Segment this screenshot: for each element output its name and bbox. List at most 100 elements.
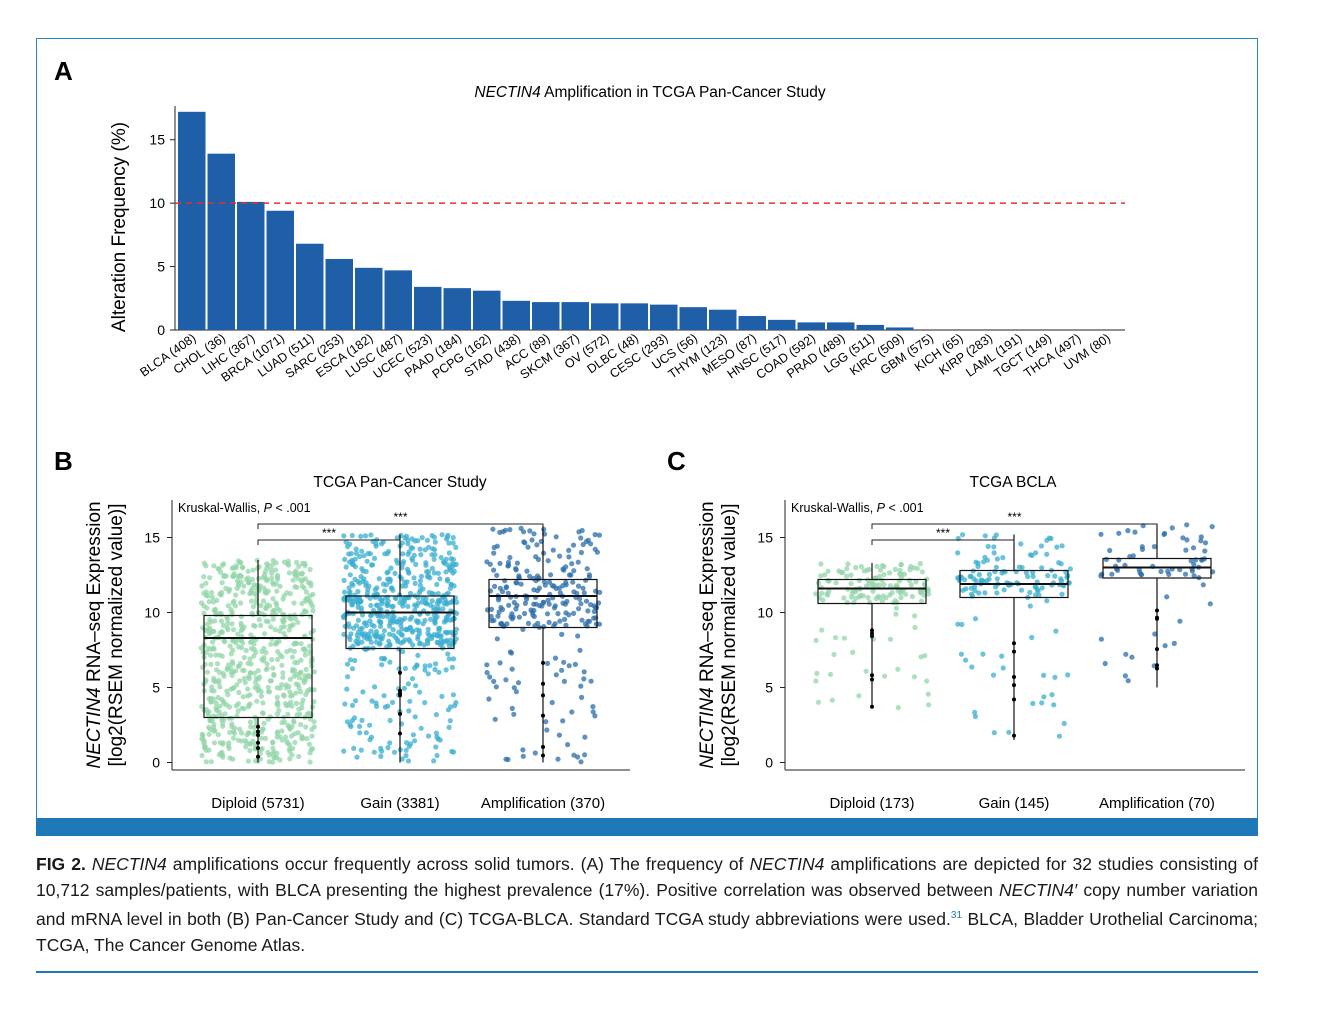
data-point — [225, 662, 232, 668]
data-point — [496, 597, 502, 603]
data-point — [566, 612, 572, 618]
data-point — [1103, 556, 1109, 563]
data-point — [223, 573, 229, 579]
outlier-point — [1155, 666, 1159, 671]
data-point — [220, 754, 226, 760]
data-point — [288, 623, 295, 629]
data-point — [549, 699, 555, 706]
data-point — [419, 535, 425, 541]
box — [345, 595, 455, 650]
data-point — [418, 552, 424, 558]
data-point — [203, 580, 209, 586]
data-point — [418, 725, 424, 731]
data-point — [405, 681, 411, 687]
x-tick-label: Gain (3381) — [360, 795, 439, 812]
data-point — [1109, 571, 1115, 577]
data-point — [579, 617, 585, 623]
data-point — [415, 636, 421, 642]
data-point — [400, 649, 406, 655]
data-point — [417, 546, 423, 552]
data-point — [525, 544, 531, 550]
data-point — [411, 602, 418, 608]
caption-reference: 31 — [950, 910, 963, 921]
data-point — [258, 693, 264, 699]
data-point — [400, 603, 406, 609]
data-point — [247, 747, 253, 754]
data-point — [527, 573, 533, 580]
data-point — [448, 637, 454, 643]
data-point — [911, 674, 918, 680]
outlier-point — [870, 673, 874, 678]
data-point — [590, 704, 596, 710]
data-point — [343, 564, 349, 570]
data-point — [213, 652, 219, 658]
data-point — [276, 707, 282, 714]
data-point — [850, 588, 856, 594]
data-point — [405, 758, 412, 764]
data-point — [236, 689, 242, 696]
data-point — [219, 629, 225, 635]
data-point — [844, 599, 851, 606]
outlier-point — [1155, 663, 1159, 668]
data-point — [296, 753, 302, 760]
data-point — [993, 532, 999, 538]
data-point — [272, 754, 278, 760]
stat-p: P — [877, 501, 886, 515]
bar — [709, 309, 737, 330]
data-point — [972, 616, 979, 622]
data-point — [220, 720, 226, 726]
data-point — [357, 599, 363, 605]
data-point — [413, 561, 419, 568]
data-point — [292, 659, 298, 666]
data-point — [425, 630, 431, 636]
data-point — [226, 740, 232, 746]
significance-bracket — [871, 539, 1015, 545]
data-point — [451, 583, 457, 589]
x-tick-label: Amplification (70) — [1099, 795, 1215, 812]
data-point — [578, 601, 584, 607]
data-point — [436, 669, 442, 675]
data-point — [372, 684, 378, 690]
data-point — [286, 562, 292, 568]
data-point — [298, 641, 304, 647]
data-point — [285, 711, 291, 717]
data-point — [421, 642, 427, 648]
data-point — [503, 584, 510, 590]
data-point — [238, 560, 244, 566]
data-point — [304, 736, 310, 742]
data-point — [851, 599, 857, 606]
data-point — [1116, 530, 1122, 536]
data-point — [1030, 700, 1036, 707]
data-point — [566, 663, 572, 669]
data-point — [546, 601, 552, 607]
data-point — [1182, 571, 1189, 577]
data-point — [576, 606, 582, 612]
data-point — [289, 703, 295, 709]
bar — [325, 258, 353, 330]
data-point — [376, 618, 382, 624]
data-point — [256, 564, 262, 570]
data-point — [453, 626, 460, 632]
data-point — [1129, 654, 1135, 660]
significance-bracket — [257, 539, 401, 545]
data-point — [895, 666, 901, 672]
data-point — [503, 756, 509, 762]
data-point — [553, 672, 559, 678]
data-point — [433, 744, 439, 750]
data-point — [571, 610, 577, 617]
data-point — [349, 666, 356, 672]
data-point — [199, 703, 205, 710]
data-point — [571, 589, 577, 595]
data-point — [955, 621, 961, 627]
data-point — [233, 703, 239, 709]
data-point — [390, 603, 396, 610]
data-point — [1049, 692, 1055, 698]
outlier-point — [541, 713, 545, 718]
data-point — [399, 632, 405, 638]
data-point — [553, 534, 559, 540]
data-point — [360, 689, 366, 695]
data-point — [972, 584, 978, 590]
data-point — [272, 627, 278, 633]
data-point — [494, 572, 500, 579]
data-point — [527, 528, 533, 534]
